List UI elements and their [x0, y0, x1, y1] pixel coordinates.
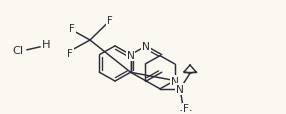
Text: F: F [183, 104, 189, 113]
Text: H: H [42, 40, 50, 49]
Text: N: N [142, 41, 150, 51]
Text: F: F [67, 48, 73, 58]
Text: N: N [171, 76, 179, 86]
Text: Cl: Cl [12, 45, 23, 55]
Text: F: F [107, 16, 113, 26]
Text: N: N [127, 50, 134, 60]
Text: F: F [69, 24, 75, 34]
Text: N: N [176, 84, 184, 94]
